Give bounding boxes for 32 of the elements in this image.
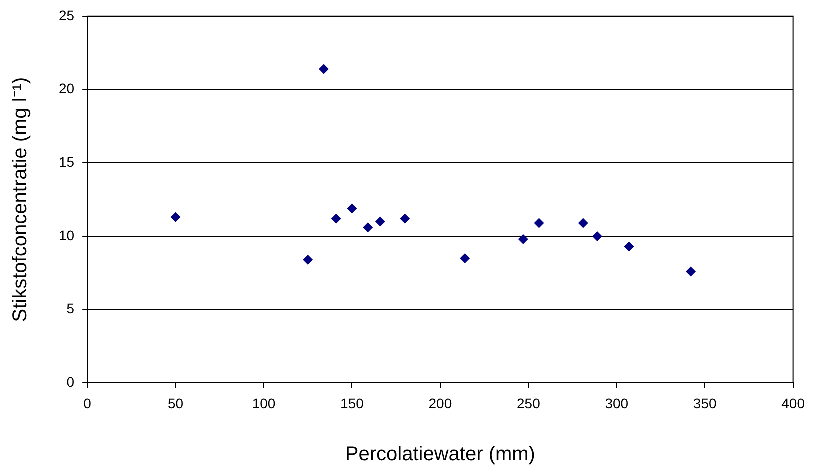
x-tick-label: 50 — [168, 395, 184, 412]
x-tick-label: 400 — [782, 395, 806, 412]
x-tick-label: 100 — [252, 395, 276, 412]
point — [319, 64, 329, 74]
y-tick-label: 10 — [58, 227, 75, 244]
point — [686, 266, 696, 277]
y-tick-label: 20 — [58, 80, 75, 97]
x-tick-label: 250 — [516, 395, 541, 412]
point — [375, 216, 386, 227]
x-tick-label: 0 — [84, 395, 92, 412]
point — [347, 204, 358, 214]
point — [624, 242, 634, 252]
point — [578, 218, 588, 228]
point — [170, 212, 181, 222]
point — [331, 214, 342, 224]
y-tick-label: 25 — [58, 7, 75, 24]
x-axis-title: Percolatiewater (mm) — [345, 444, 536, 466]
y-axis-title: Stikstofconcentratie (mg l⁻¹) — [10, 77, 32, 322]
x-tick-label: 150 — [340, 395, 364, 412]
point — [592, 231, 602, 242]
point — [400, 214, 410, 224]
x-tick-label: 200 — [428, 395, 452, 412]
point — [534, 218, 544, 228]
point — [460, 253, 470, 264]
x-tick-label: 300 — [605, 395, 629, 412]
y-tick-label: 5 — [66, 300, 75, 317]
point — [518, 234, 528, 244]
x-tick-label: 350 — [693, 395, 717, 412]
y-tick-label: 15 — [58, 154, 75, 170]
point — [363, 222, 374, 233]
point — [303, 254, 314, 265]
y-tick-label: 0 — [66, 374, 75, 390]
